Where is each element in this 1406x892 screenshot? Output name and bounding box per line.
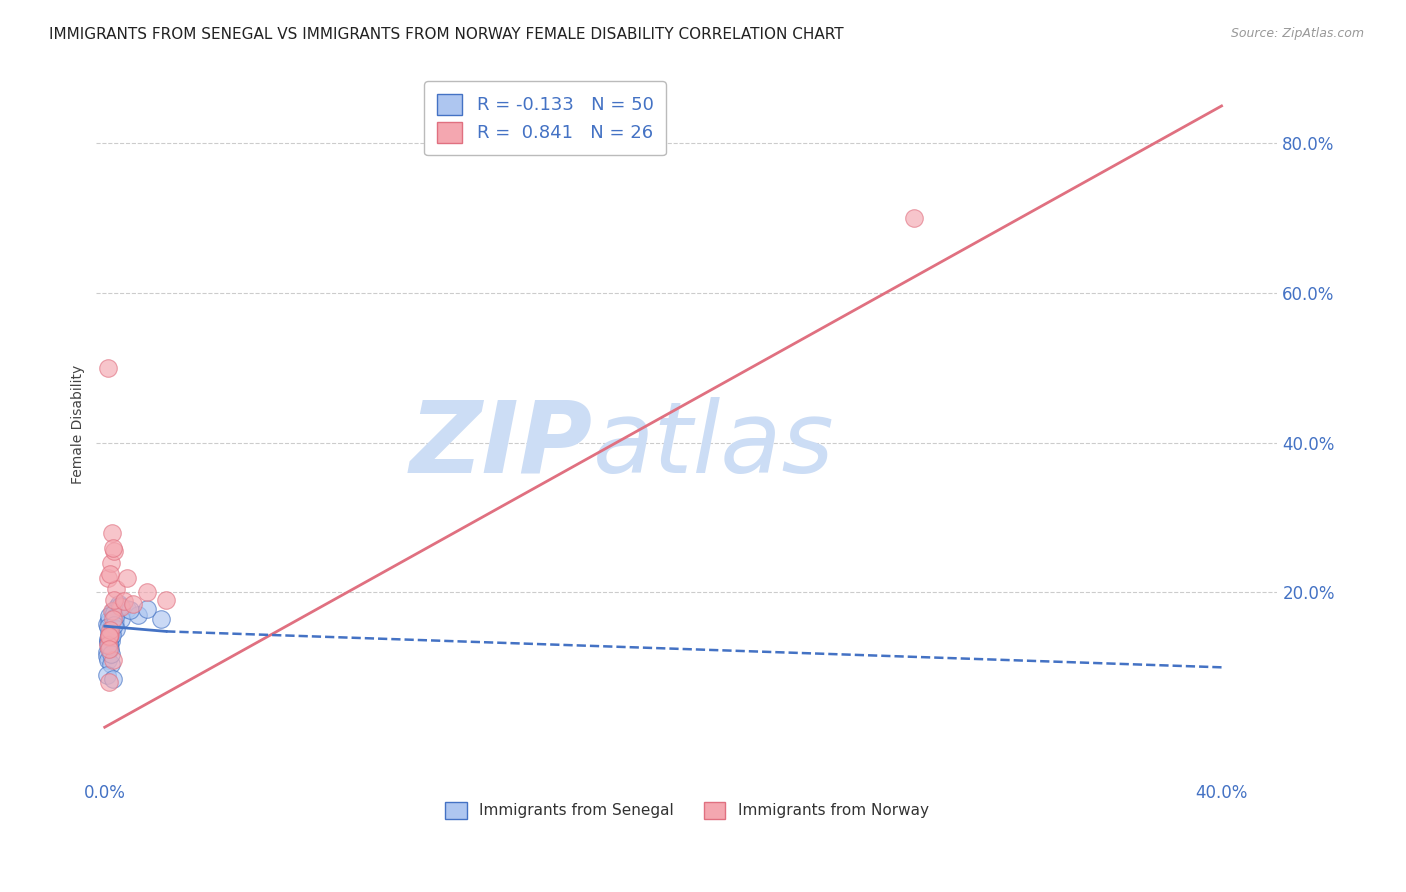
Point [104,582,127,596]
Point [98,613,121,627]
Point [97,620,120,634]
Point [97,641,120,656]
Point [97,653,120,667]
Point [107,597,129,611]
Point [100,604,122,618]
Text: atlas: atlas [592,397,834,494]
Text: ZIP: ZIP [409,397,592,494]
Point [97,675,120,690]
Point [104,610,127,624]
Point [96,645,118,659]
Point [96,668,118,682]
Point [98,623,121,637]
Point [98,624,121,639]
Point [101,607,124,622]
Point [97,629,120,643]
Point [100,556,122,570]
Point [118,603,141,617]
Y-axis label: Female Disability: Female Disability [72,365,86,483]
Point [100,629,122,643]
Point [97,619,120,633]
Point [103,617,125,632]
Point [97,570,120,584]
Point [96,638,118,652]
Point [98,619,121,633]
Point [115,570,138,584]
Point [98,626,121,640]
Point [103,593,125,607]
Point [100,657,122,671]
Point [96,360,118,375]
Point [105,622,128,636]
Point [101,541,124,555]
Point [127,607,149,622]
Point [103,606,125,620]
Point [121,597,143,611]
Point [101,653,124,667]
Point [98,631,121,645]
Point [100,634,122,648]
Point [97,640,120,654]
Point [155,593,177,607]
Point [100,615,122,629]
Point [97,631,120,645]
Point [100,525,122,540]
Point [98,637,121,651]
Point [135,602,157,616]
Point [97,636,120,650]
Point [105,600,128,615]
Point [98,641,121,656]
Point [110,612,132,626]
Point [103,609,125,624]
Point [100,624,122,638]
Point [104,607,127,621]
Point [97,632,120,646]
Point [101,604,124,618]
Text: IMMIGRANTS FROM SENEGAL VS IMMIGRANTS FROM NORWAY FEMALE DISABILITY CORRELATION : IMMIGRANTS FROM SENEGAL VS IMMIGRANTS FR… [49,27,844,42]
Point [115,602,138,616]
Point [100,647,122,661]
Point [101,616,124,631]
Point [101,672,124,686]
Point [100,626,122,640]
Point [104,615,127,630]
Point [101,628,124,642]
Point [96,649,118,664]
Point [98,566,121,581]
Legend: Immigrants from Senegal, Immigrants from Norway: Immigrants from Senegal, Immigrants from… [439,796,935,825]
Point [96,616,118,631]
Text: Source: ZipAtlas.com: Source: ZipAtlas.com [1230,27,1364,40]
Point [97,631,120,645]
Point [149,612,172,626]
Point [98,608,121,623]
Point [101,612,124,626]
Point [112,594,135,608]
Point [135,585,157,599]
Point [98,623,121,637]
Point [903,211,925,226]
Point [110,600,132,615]
Point [108,599,131,613]
Point [97,626,120,640]
Point [103,612,125,626]
Point [96,634,118,648]
Point [103,544,125,558]
